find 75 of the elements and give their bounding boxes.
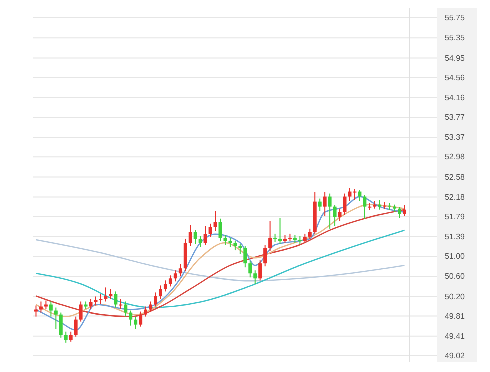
y-tick-label: 53.37 — [444, 133, 466, 142]
candlestick — [358, 190, 362, 202]
y-tick-label: 54.16 — [444, 93, 466, 102]
candlestick — [264, 245, 268, 268]
line-series — [36, 239, 406, 282]
candlestick — [168, 275, 172, 288]
candlestick — [54, 307, 58, 330]
candlestick — [64, 331, 68, 344]
candlestick — [89, 298, 93, 310]
candlestick — [154, 292, 158, 308]
candlestick — [318, 198, 322, 212]
candlestick — [338, 208, 342, 222]
y-tick-label: 51.39 — [444, 232, 466, 242]
y-tick-label: 50.60 — [444, 272, 466, 282]
candlestick — [164, 280, 168, 292]
candlestick — [333, 204, 337, 227]
candlestick — [378, 200, 382, 210]
candlestick — [208, 223, 212, 238]
candlestick — [49, 301, 53, 318]
candlestick — [99, 294, 103, 305]
candlestick — [198, 236, 202, 248]
candlestick — [398, 206, 402, 219]
candlestick — [234, 240, 238, 252]
y-tick-label: 55.75 — [444, 14, 466, 23]
candlestick — [119, 298, 123, 310]
candlestick — [214, 210, 218, 232]
candlestick — [308, 228, 312, 240]
y-tick-label: 52.98 — [444, 152, 466, 162]
candlestick — [39, 301, 43, 314]
candlestick — [104, 287, 108, 302]
candlestick — [254, 270, 258, 285]
candlestick — [244, 246, 248, 268]
candlestick — [149, 301, 153, 312]
y-tick-label: 51.00 — [444, 252, 466, 262]
candlestick — [178, 264, 182, 278]
candlestick — [238, 244, 242, 255]
y-tick-label: 55.35 — [444, 34, 466, 43]
candlestick — [69, 331, 73, 342]
candlestick — [79, 301, 83, 322]
candlestick — [174, 270, 178, 282]
candlestick — [129, 310, 133, 326]
candlestick — [258, 260, 262, 282]
y-tick-label: 52.18 — [444, 192, 466, 202]
y-tick-label: 50.20 — [444, 292, 466, 302]
candlestick — [158, 285, 162, 300]
candlestick — [278, 218, 282, 244]
y-tick-label: 54.95 — [444, 54, 466, 63]
candlestick — [59, 312, 63, 338]
candlestick — [328, 193, 332, 230]
candlestick — [124, 301, 128, 318]
y-tick-label: 49.81 — [444, 312, 466, 321]
candlestick — [363, 194, 367, 220]
line-series — [36, 230, 406, 308]
candlestick — [139, 311, 143, 328]
candlestick — [323, 192, 327, 217]
candlestick — [204, 226, 208, 246]
y-tick-label: 49.02 — [444, 352, 466, 361]
candlestick — [114, 291, 118, 308]
y-tick-label: 49.41 — [444, 332, 466, 341]
y-tick-label: 52.58 — [444, 172, 466, 182]
candlestick — [268, 220, 272, 252]
y-tick-label: 51.79 — [444, 212, 466, 222]
candlestick — [144, 306, 148, 318]
candlestick — [109, 288, 113, 300]
y-tick-label: 53.77 — [444, 113, 466, 122]
candlestick — [194, 230, 198, 244]
candlestick — [34, 305, 38, 318]
candlestick — [224, 234, 228, 246]
candlestick — [188, 224, 192, 248]
candlestick — [248, 261, 252, 278]
y-tick-label: 54.56 — [444, 73, 466, 82]
candlestick — [403, 204, 407, 217]
candlestick — [228, 238, 232, 248]
candlestick — [74, 316, 78, 338]
candlestick — [134, 316, 138, 330]
